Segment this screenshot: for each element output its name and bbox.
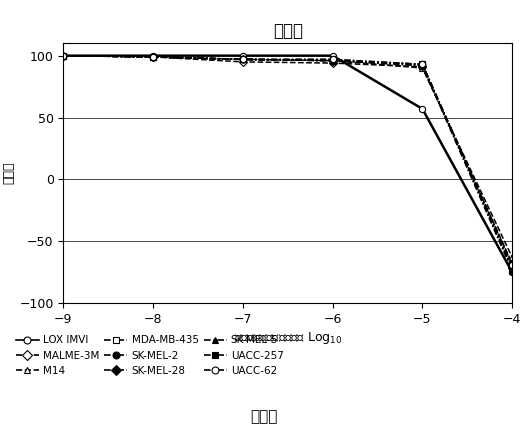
Text: 図５Ｅ: 図５Ｅ bbox=[250, 409, 278, 424]
Title: 黒色腫: 黒色腫 bbox=[273, 23, 303, 40]
X-axis label: サンプル濃度（モル）の Log$_{10}$: サンプル濃度（モル）の Log$_{10}$ bbox=[233, 330, 342, 346]
Legend: LOX IMVI, MALME-3M, M14, MDA-MB-435, SK-MEL-2, SK-MEL-28, SK-MEL-5, UACC-257, UA: LOX IMVI, MALME-3M, M14, MDA-MB-435, SK-… bbox=[16, 336, 284, 376]
Y-axis label: 増殖率: 増殖率 bbox=[2, 162, 15, 184]
